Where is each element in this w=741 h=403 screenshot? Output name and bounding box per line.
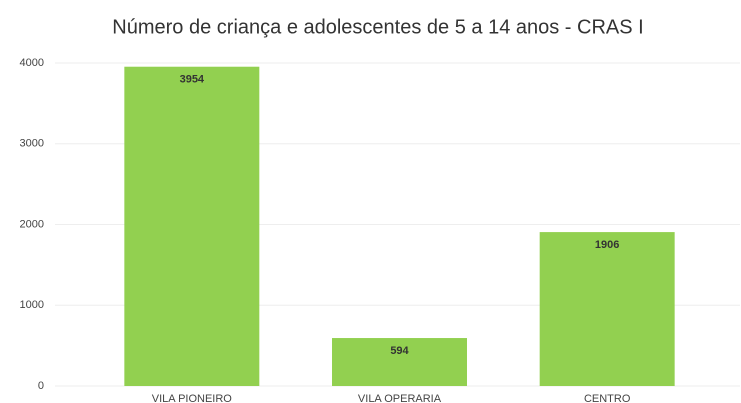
x-tick-label: CENTRO <box>584 393 631 403</box>
bar <box>332 338 467 386</box>
chart-title: Número de criança e adolescentes de 5 a … <box>112 16 643 38</box>
y-tick-label: 2000 <box>20 218 44 230</box>
x-tick-label: VILA PIONEIRO <box>152 393 233 403</box>
y-tick-label: 0 <box>38 380 44 392</box>
y-tick-label: 1000 <box>20 299 44 311</box>
y-tick-label: 4000 <box>20 57 44 69</box>
bar <box>124 66 260 386</box>
y-tick-label: 3000 <box>20 138 44 150</box>
data-label: 594 <box>390 345 409 357</box>
x-tick-label: VILA OPERARIA <box>358 393 442 403</box>
data-label: 1906 <box>595 239 619 251</box>
data-label: 3954 <box>180 74 205 86</box>
bar <box>539 232 675 386</box>
